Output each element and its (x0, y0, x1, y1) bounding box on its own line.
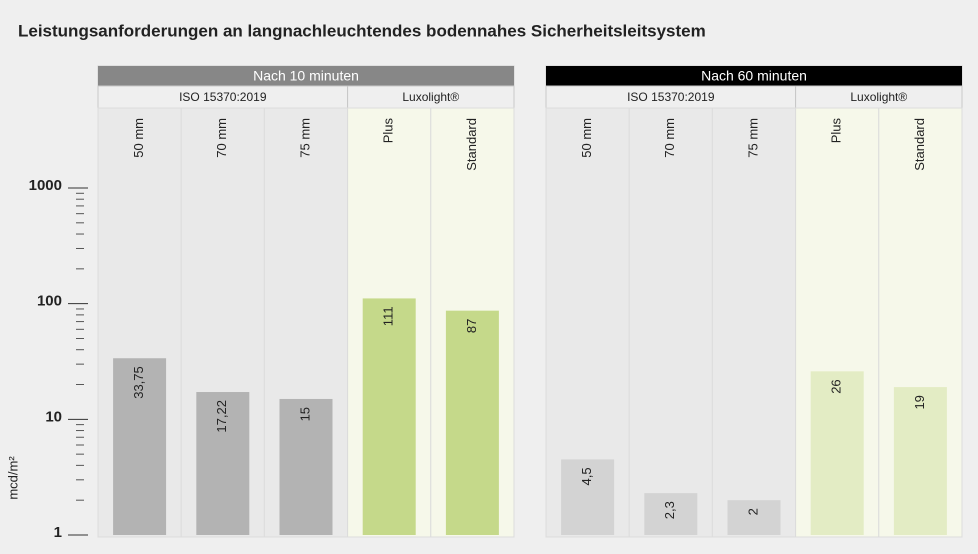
y-tick-label: 1 (54, 524, 62, 541)
group-label: Luxolight® (850, 90, 907, 104)
data-label: 2 (745, 508, 760, 515)
data-label: 87 (464, 319, 479, 333)
group-label: ISO 15370:2019 (179, 90, 267, 104)
data-label: 33,75 (131, 366, 146, 399)
bar (893, 387, 947, 535)
bar (727, 500, 781, 535)
x-tick-label: 70 mm (214, 118, 229, 158)
y-axis-label: mcd/m² (5, 456, 20, 500)
bar (279, 398, 333, 535)
x-tick-label: 75 mm (297, 118, 312, 158)
panel-title: Nach 10 minuten (253, 68, 359, 84)
data-label: 17,22 (214, 400, 229, 433)
data-label: 26 (829, 379, 844, 393)
chart-title: Leistungsanforderungen an langnachleucht… (18, 21, 706, 40)
x-tick-label: 50 mm (579, 118, 594, 158)
panel-title: Nach 60 minuten (701, 68, 807, 84)
data-label: 111 (381, 306, 396, 326)
bar (196, 392, 250, 535)
data-label: 4,5 (579, 467, 594, 485)
x-tick-label: 75 mm (745, 118, 760, 158)
data-label: 15 (297, 407, 312, 421)
panel-header (546, 66, 962, 86)
bar (561, 459, 615, 535)
bar (644, 493, 698, 535)
data-label: 2,3 (662, 501, 677, 519)
data-label: 19 (912, 395, 927, 409)
x-tick-label: 50 mm (131, 118, 146, 158)
x-tick-label: Standard (464, 118, 479, 171)
y-tick-label: 100 (37, 293, 62, 310)
bar (362, 298, 416, 535)
bar (810, 371, 864, 535)
group-label: ISO 15370:2019 (627, 90, 715, 104)
column-bg (628, 107, 713, 538)
x-tick-label: Plus (829, 118, 844, 144)
panel-header (98, 66, 514, 86)
y-tick-label: 1000 (29, 177, 62, 194)
y-tick-label: 10 (45, 408, 62, 425)
bar (445, 310, 499, 535)
x-tick-label: Standard (912, 118, 927, 171)
x-tick-label: Plus (381, 118, 396, 144)
column-bg (711, 107, 797, 538)
bar (113, 358, 167, 535)
x-tick-label: 70 mm (662, 118, 677, 158)
group-label: Luxolight® (402, 90, 459, 104)
